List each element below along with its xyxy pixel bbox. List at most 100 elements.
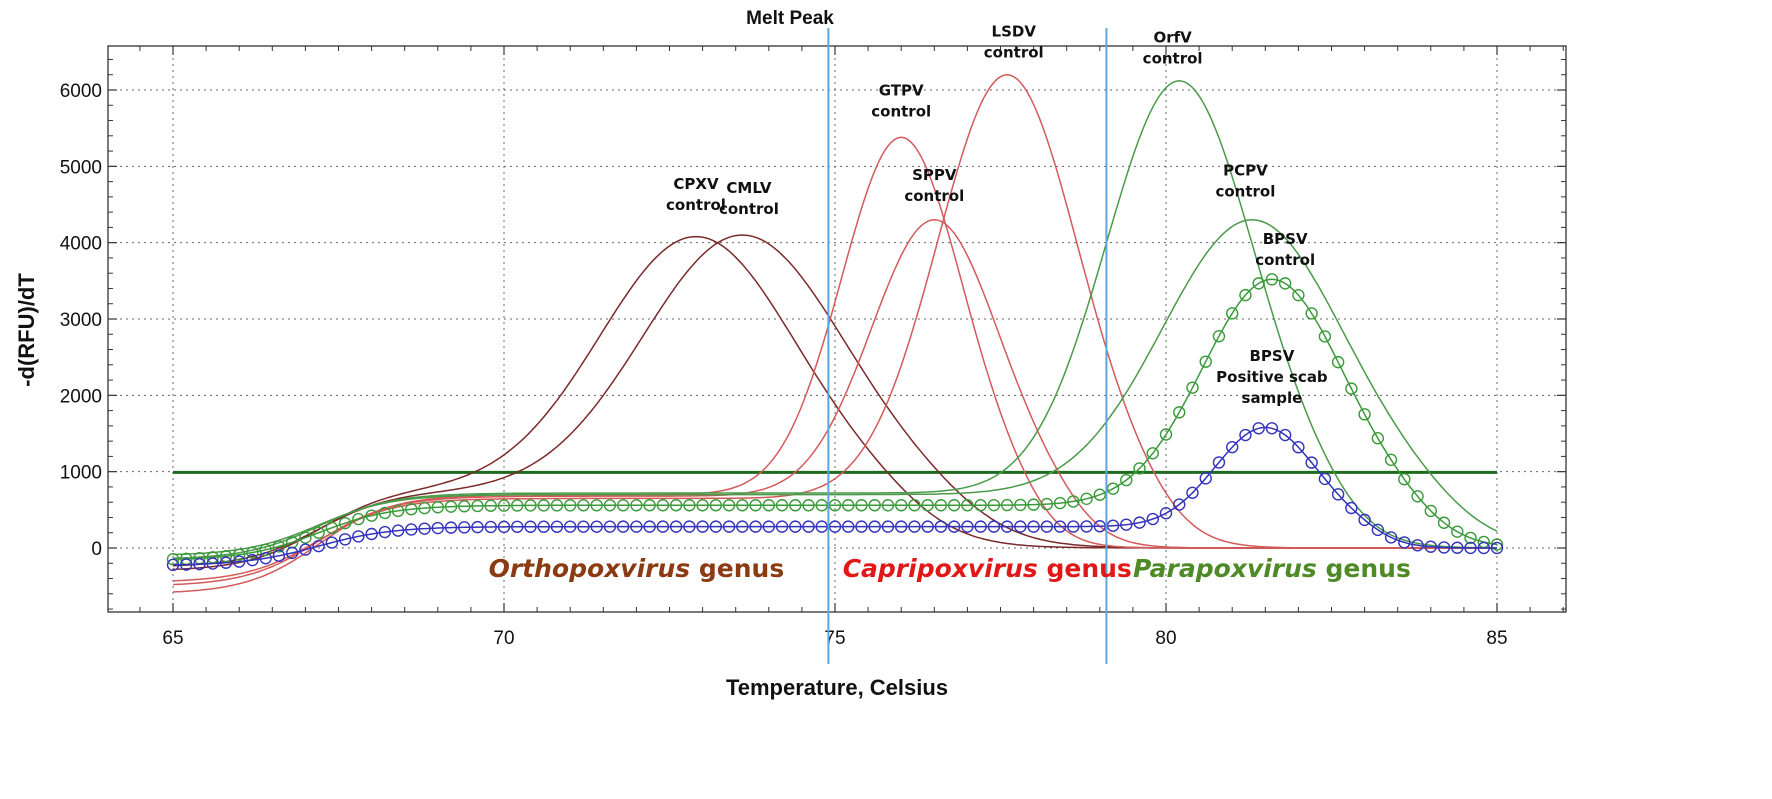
data-point xyxy=(1186,486,1199,499)
genus-label: Orthopoxvirus genus xyxy=(489,554,785,583)
data-point xyxy=(1252,422,1265,435)
data-point xyxy=(471,520,484,534)
data-point xyxy=(1053,496,1067,510)
data-point xyxy=(352,512,365,526)
data-point xyxy=(974,499,987,512)
annotation-line: SPPV xyxy=(912,166,957,184)
data-point xyxy=(749,520,762,533)
annotation-line: control xyxy=(1215,182,1275,200)
annotation-line: control xyxy=(871,102,931,120)
data-point xyxy=(1358,513,1371,527)
data-point xyxy=(365,509,378,522)
data-point xyxy=(285,546,299,560)
data-point xyxy=(166,558,180,572)
data-point xyxy=(1080,520,1093,533)
data-point xyxy=(603,520,617,533)
y-tick-label: 2000 xyxy=(60,386,102,407)
y-tick-label: 6000 xyxy=(60,81,102,102)
data-point xyxy=(881,499,895,512)
data-point xyxy=(259,551,272,565)
data-point xyxy=(444,500,458,513)
data-point xyxy=(550,499,564,512)
data-point xyxy=(1345,501,1358,515)
annotation-line: control xyxy=(984,44,1044,62)
data-point xyxy=(272,549,286,562)
data-point xyxy=(1199,472,1212,485)
data-point xyxy=(1093,488,1107,501)
x-tick-label: 85 xyxy=(1486,628,1507,649)
data-point xyxy=(259,543,272,557)
y-tick-label: 1000 xyxy=(60,463,102,484)
annotation-line: Positive scab xyxy=(1216,368,1328,386)
grid xyxy=(108,46,1566,612)
annotation-line: control xyxy=(1143,50,1203,68)
data-point xyxy=(828,499,842,512)
data-point xyxy=(1040,520,1054,533)
data-point xyxy=(656,520,670,533)
data-point xyxy=(312,526,325,539)
data-point xyxy=(855,499,868,512)
data-point xyxy=(1292,288,1305,302)
data-point xyxy=(987,498,1001,512)
data-point xyxy=(1173,406,1186,419)
data-point xyxy=(537,520,550,533)
data-point xyxy=(246,546,259,559)
data-point xyxy=(842,499,855,512)
data-point xyxy=(325,536,339,549)
data-point xyxy=(299,531,312,544)
data-point xyxy=(1345,382,1358,395)
data-point xyxy=(1146,512,1159,526)
data-point xyxy=(895,520,908,533)
data-point xyxy=(630,499,643,512)
series-bpsv-control xyxy=(166,273,1504,566)
chart-title: Melt Peak xyxy=(746,8,834,29)
data-point xyxy=(391,504,405,518)
data-point xyxy=(643,499,656,512)
data-point xyxy=(484,499,497,512)
data-point xyxy=(775,520,789,533)
series-layer xyxy=(166,73,1504,593)
genus-label: Capripoxvirus genus xyxy=(843,554,1132,583)
data-point xyxy=(669,520,683,533)
data-point xyxy=(802,499,815,512)
data-point xyxy=(1014,498,1027,512)
data-point xyxy=(722,499,736,512)
data-point xyxy=(709,520,723,533)
data-point xyxy=(669,499,683,512)
data-point xyxy=(272,540,286,553)
annotation-line: CMLV xyxy=(726,179,771,197)
data-point xyxy=(391,524,405,537)
data-point xyxy=(1106,519,1120,532)
series-line xyxy=(172,80,1498,560)
genus-name: Capripoxvirus xyxy=(843,554,1038,583)
data-point xyxy=(1027,498,1040,511)
genus-label: Parapoxvirus genus xyxy=(1133,554,1411,583)
genus-suffix: genus xyxy=(690,554,784,583)
data-point xyxy=(815,520,828,533)
data-point xyxy=(1212,456,1226,469)
x-axis-title: Temperature, Celsius xyxy=(726,675,948,700)
series-bpsv-positive-scab-sample xyxy=(166,422,1504,572)
data-point xyxy=(1067,495,1080,508)
data-point xyxy=(511,520,524,533)
genus-name: Orthopoxvirus xyxy=(489,554,691,583)
data-point xyxy=(749,499,762,512)
series-orfv-control xyxy=(172,80,1498,560)
peak-annotation: CMLV control xyxy=(719,179,779,218)
axes: 0 1000 2000 3000 4000 5000 6000 65 70 75 80 85 xyxy=(60,46,1566,649)
data-point xyxy=(524,520,537,533)
data-point xyxy=(1331,488,1345,501)
data-point xyxy=(1305,456,1318,469)
peak-annotation: SPPV control xyxy=(904,166,964,205)
data-point xyxy=(1106,482,1120,495)
data-point xyxy=(577,499,590,512)
data-point xyxy=(458,500,471,513)
data-point xyxy=(564,520,577,533)
data-point xyxy=(947,520,961,533)
data-point xyxy=(1040,497,1054,511)
y-tick-label: 3000 xyxy=(60,310,102,331)
y-axis-title: -d(RFU)/dT xyxy=(14,273,39,387)
data-point xyxy=(1437,516,1451,529)
annotation-line: PCPV xyxy=(1223,161,1268,179)
data-point xyxy=(1159,506,1173,520)
